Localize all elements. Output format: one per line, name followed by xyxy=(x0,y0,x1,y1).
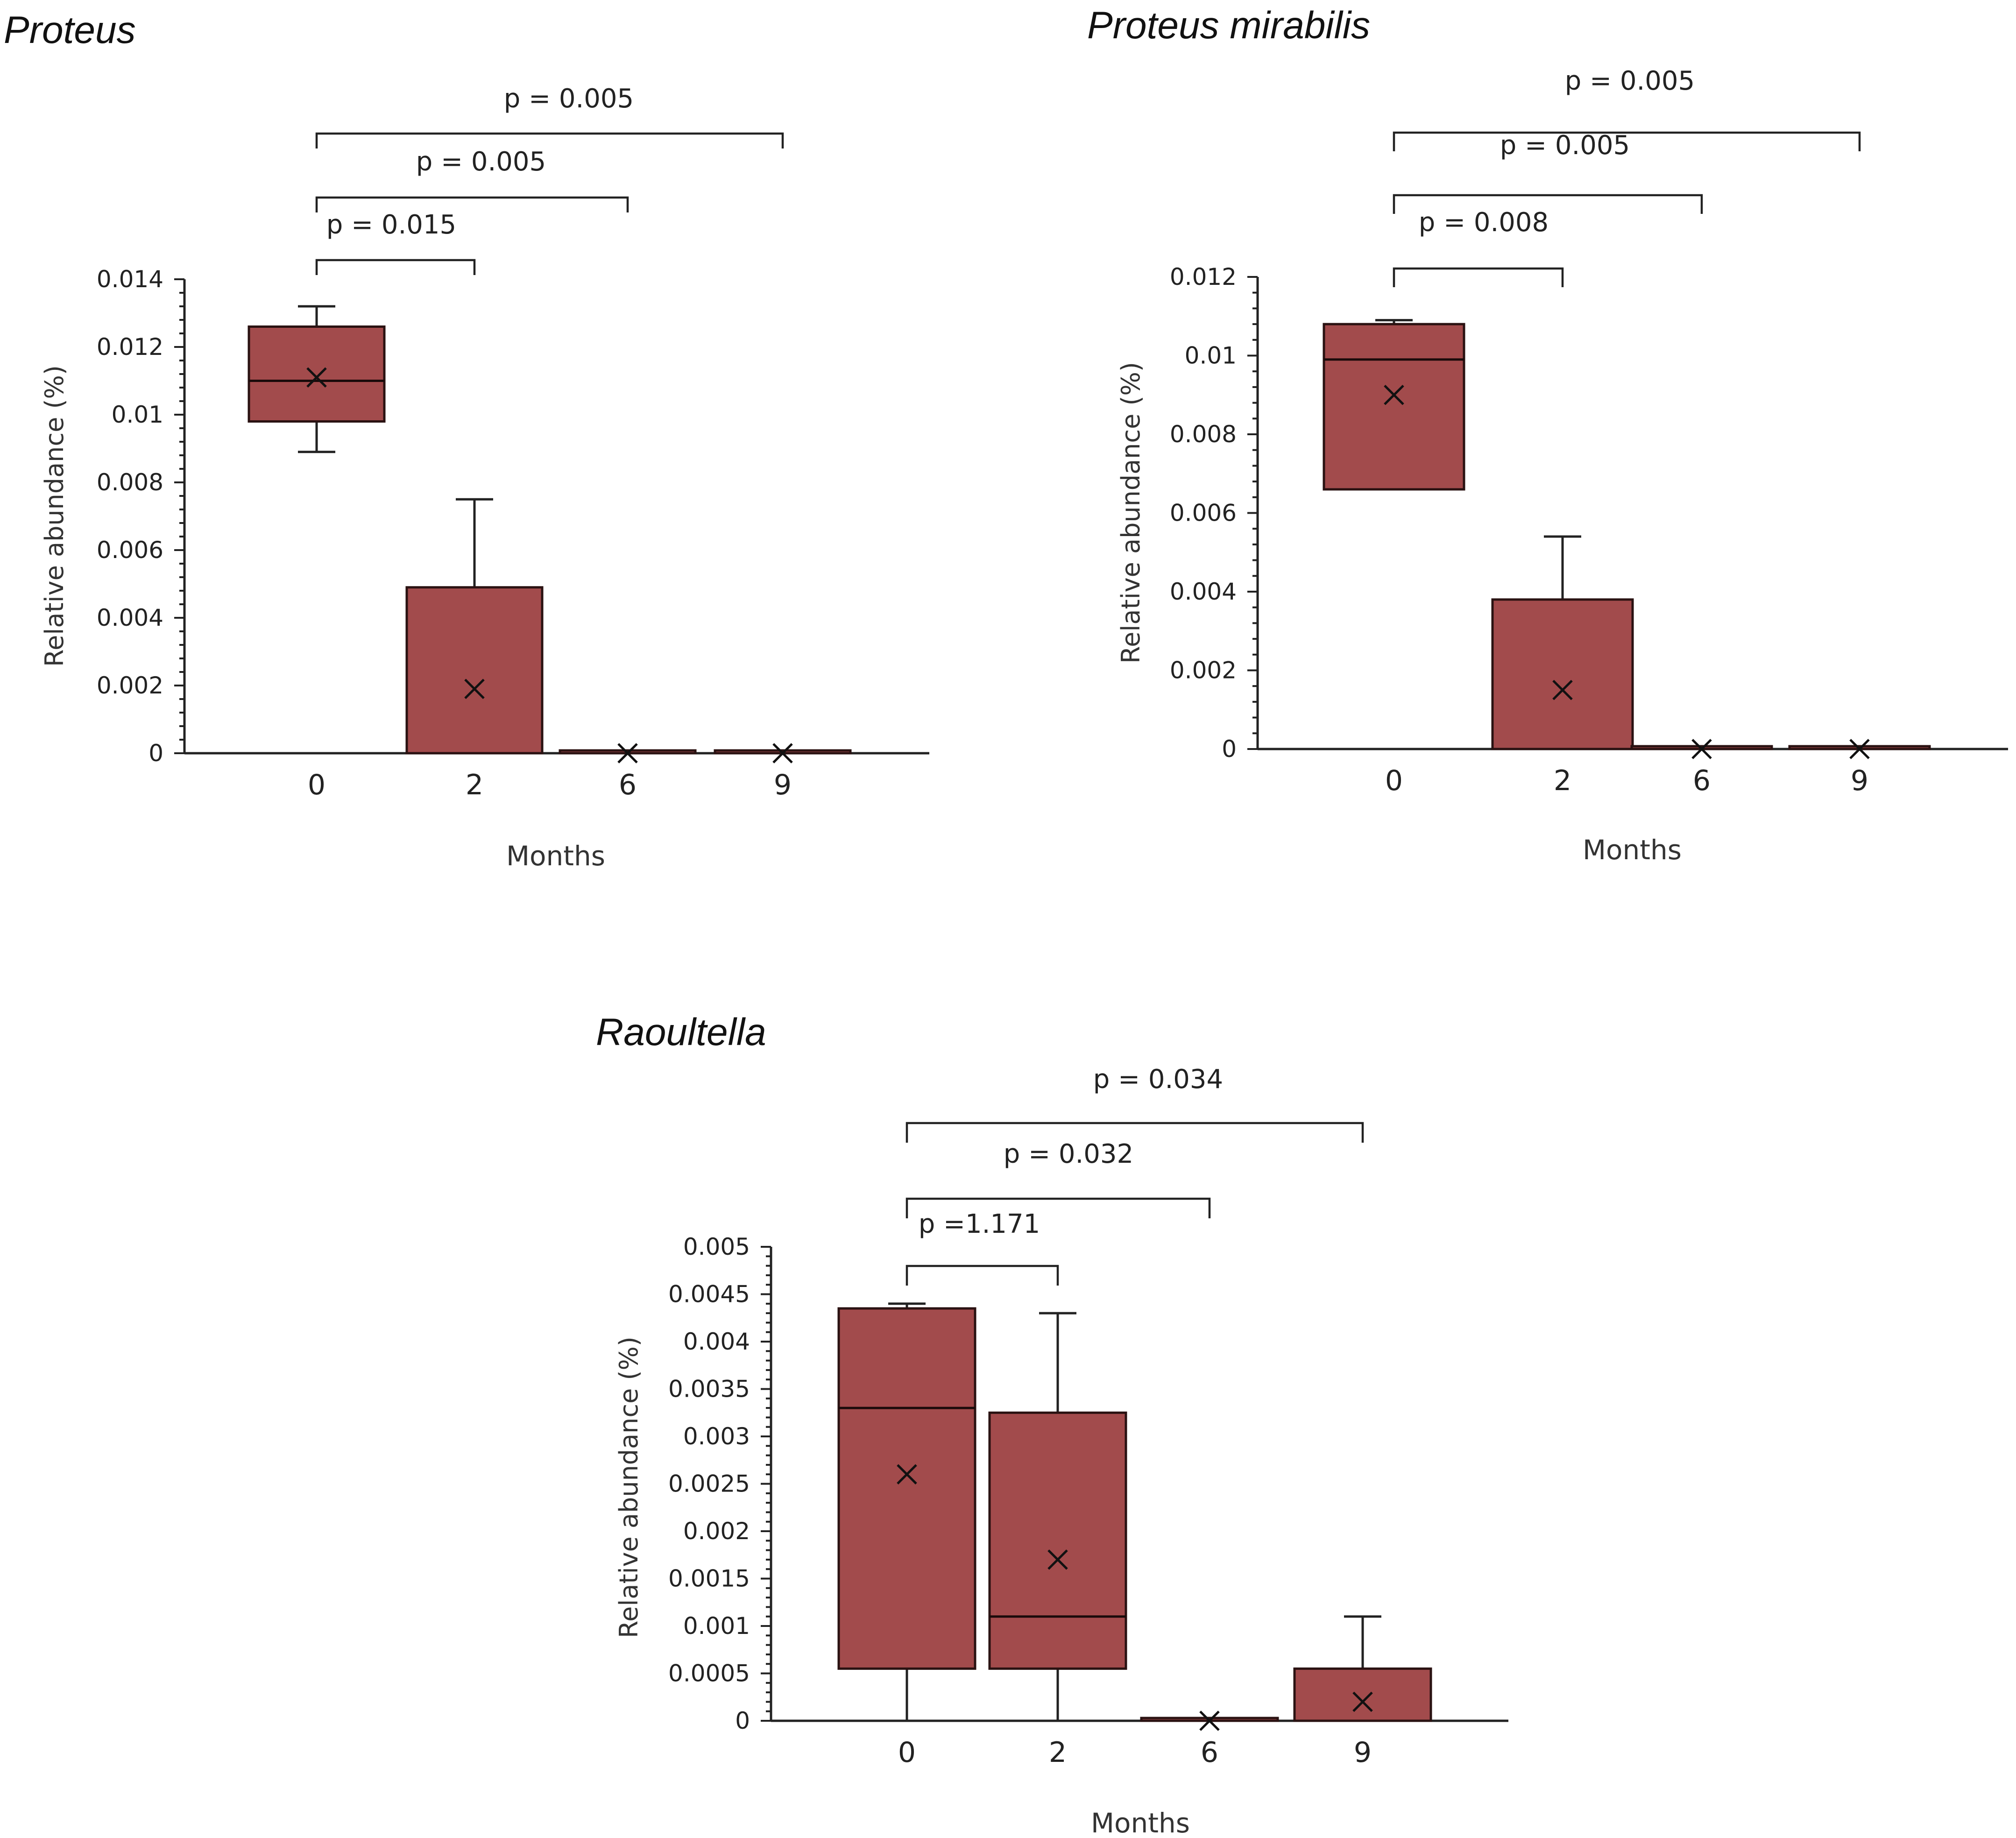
y-tick-label: 0.012 xyxy=(1170,263,1237,290)
mean-marker xyxy=(1552,679,1573,700)
mean-marker xyxy=(1352,1691,1373,1712)
mean-marker xyxy=(1199,1711,1220,1731)
x-tick-label: 0 xyxy=(308,769,325,801)
y-tick-label: 0.004 xyxy=(683,1328,750,1355)
x-tick-label: 9 xyxy=(1354,1736,1372,1769)
box-body-month-0 xyxy=(837,1307,976,1670)
significance-bracket xyxy=(315,196,629,212)
y-tick-label: 0.008 xyxy=(1170,421,1237,448)
significance-bracket xyxy=(905,1197,1211,1218)
p-value-label: p = 0.032 xyxy=(1004,1139,1133,1169)
y-tick-label: 0.002 xyxy=(1170,657,1237,684)
mean-marker xyxy=(772,743,793,763)
mean-marker xyxy=(1047,1549,1068,1570)
y-tick-label: 0 xyxy=(149,740,163,767)
y-tick-label: 0.004 xyxy=(1170,578,1237,605)
y-tick-label: 0.0045 xyxy=(668,1281,750,1308)
p-value-label: p = 0.015 xyxy=(326,210,456,240)
y-tick-label: 0.014 xyxy=(97,266,163,293)
y-tick-label: 0.0005 xyxy=(668,1660,750,1687)
significance-bracket xyxy=(1393,194,1703,214)
significance-bracket xyxy=(315,259,476,275)
box-body-month-9 xyxy=(1293,1667,1432,1722)
x-tick-label: 2 xyxy=(466,769,483,801)
p-value-label: p = 0.008 xyxy=(1419,207,1549,238)
mean-marker xyxy=(464,679,485,700)
y-tick-label: 0.01 xyxy=(1185,342,1237,369)
y-tick-label: 0.002 xyxy=(97,672,163,699)
mean-marker xyxy=(1384,384,1404,405)
y-tick-label: 0.001 xyxy=(683,1612,750,1640)
panel-raoultella: Raoultella 0 0.0005 0.001 0.0015 0.002 0.0025 0… xyxy=(596,1011,1508,1838)
chart-title: Raoultella xyxy=(596,1011,766,1053)
x-tick-label: 9 xyxy=(774,769,792,801)
y-tick-label: 0.003 xyxy=(683,1423,750,1450)
y-tick-label: 0.006 xyxy=(97,537,163,564)
y-tick-label: 0.0015 xyxy=(668,1565,750,1592)
y-tick-label: 0.012 xyxy=(97,333,163,361)
x-tick-label: 2 xyxy=(1049,1736,1067,1769)
x-tick-label: 6 xyxy=(619,769,637,801)
y-tick-label: 0.004 xyxy=(97,604,163,631)
y-axis-title: Relative abundance (%) xyxy=(40,365,69,667)
significance-bracket xyxy=(1393,131,1861,151)
x-tick-label: 0 xyxy=(1385,764,1403,797)
x-tick-label: 6 xyxy=(1693,764,1711,797)
x-axis-title: Months xyxy=(1091,1807,1190,1838)
y-tick-label: 0.0025 xyxy=(668,1470,750,1498)
x-axis-title: Months xyxy=(1583,834,1682,866)
p-value-label: p = 0.034 xyxy=(1093,1064,1223,1095)
x-tick-label: 2 xyxy=(1554,764,1571,797)
p-value-label: p =1.171 xyxy=(919,1209,1040,1239)
y-axis-title: Relative abundance (%) xyxy=(1116,362,1146,664)
panel-proteus-mirabilis: Proteus mirabilis 0 0.002 0.004 0.006 0.008 0.… xyxy=(1087,4,2008,866)
mean-marker xyxy=(897,1464,917,1485)
significance-bracket xyxy=(315,132,784,148)
y-tick-label: 0 xyxy=(1222,735,1237,763)
y-tick-label: 0.0035 xyxy=(668,1376,750,1403)
significance-bracket xyxy=(1393,267,1564,287)
box-body-month-2 xyxy=(405,586,544,755)
p-value-label: p = 0.005 xyxy=(416,147,546,177)
x-axis-title: Months xyxy=(506,840,605,872)
y-tick-label: 0.002 xyxy=(683,1518,750,1545)
x-tick-label: 6 xyxy=(1201,1736,1218,1769)
box-body-month-0 xyxy=(248,325,386,423)
p-value-label: p = 0.005 xyxy=(1565,66,1695,96)
p-value-label: p = 0.005 xyxy=(504,84,634,114)
mean-marker xyxy=(1849,739,1870,759)
x-tick-label: 0 xyxy=(898,1736,916,1769)
box-body-month-2 xyxy=(1491,598,1634,750)
p-value-label: p = 0.005 xyxy=(1500,130,1630,161)
significance-bracket xyxy=(905,1265,1059,1286)
x-tick-label: 9 xyxy=(1851,764,1868,797)
y-tick-label: 0.005 xyxy=(683,1233,750,1260)
significance-bracket xyxy=(905,1122,1364,1143)
y-tick-label: 0 xyxy=(735,1707,750,1734)
y-tick-label: 0.008 xyxy=(97,469,163,496)
y-tick-label: 0.01 xyxy=(112,401,163,428)
y-axis-title: Relative abundance (%) xyxy=(614,1336,644,1638)
y-tick-label: 0.006 xyxy=(1170,500,1237,527)
box-body-month-2 xyxy=(988,1411,1127,1670)
box-body-month-0 xyxy=(1323,323,1465,491)
mean-marker xyxy=(617,743,638,763)
mean-marker xyxy=(1691,739,1712,759)
mean-marker xyxy=(306,367,327,388)
chart-title: Proteus mirabilis xyxy=(1087,4,1370,47)
panel-proteus: Proteus 0 0.002 0.004 0.006 0.008 0.01 0.012 0.0… xyxy=(4,9,929,872)
chart-title: Proteus xyxy=(4,9,136,51)
